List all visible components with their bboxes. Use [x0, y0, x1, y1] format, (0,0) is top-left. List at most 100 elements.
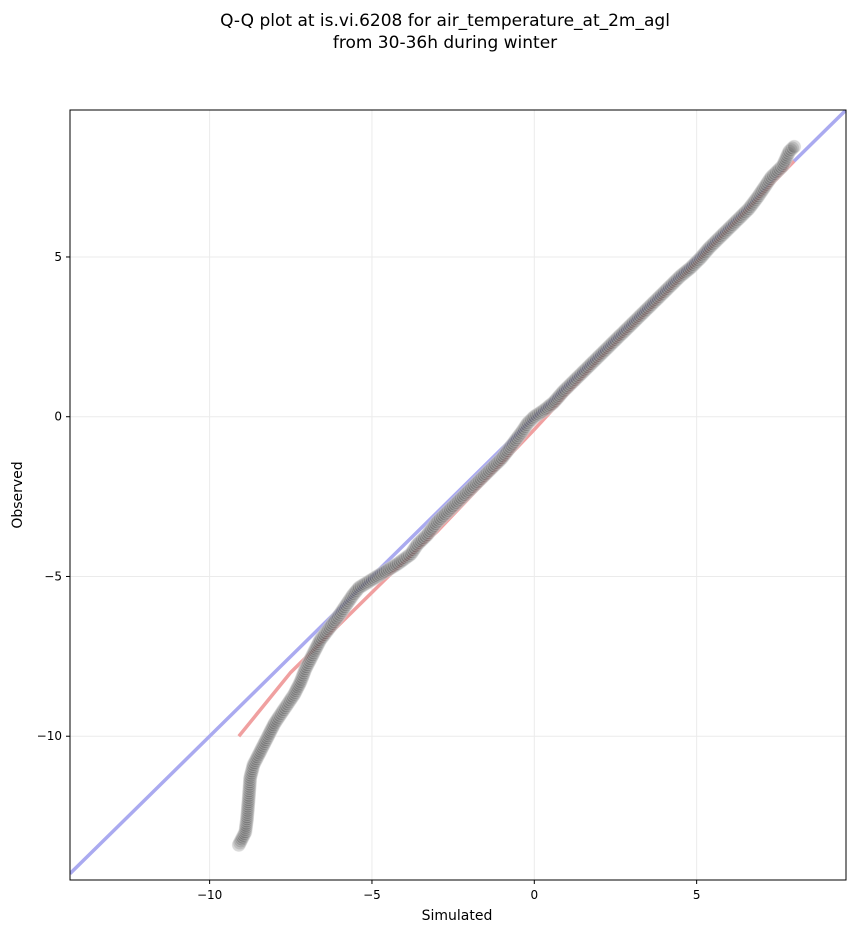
qq-point — [752, 187, 767, 202]
qq-point — [251, 748, 266, 763]
qq-point — [302, 654, 317, 669]
qq-point — [317, 627, 332, 642]
qq-point — [236, 828, 251, 843]
qq-point — [240, 803, 255, 818]
qq-point — [720, 222, 735, 237]
qq-point — [457, 488, 472, 502]
qq-point — [695, 248, 710, 263]
qq-point — [261, 729, 276, 744]
qq-point — [538, 402, 553, 416]
qq-point — [379, 563, 394, 578]
qq-point — [422, 524, 437, 539]
qq-point — [244, 766, 259, 781]
qq-point — [447, 497, 462, 512]
chart-subtitle: from 30-36h during winter — [333, 33, 557, 53]
qq-point — [240, 808, 255, 822]
qq-point — [301, 656, 316, 671]
reference-line — [70, 110, 846, 875]
qq-point — [537, 403, 551, 418]
qq-point — [372, 568, 387, 583]
qq-point — [506, 436, 520, 451]
qq-point — [341, 594, 356, 609]
qq-point — [598, 342, 613, 357]
qq-point — [757, 179, 772, 194]
qq-point — [381, 562, 396, 577]
qq-point — [751, 189, 766, 204]
qq-point — [281, 695, 296, 710]
qq-point — [242, 777, 257, 792]
qq-point — [503, 440, 518, 455]
qq-point — [427, 518, 442, 533]
qq-point — [274, 706, 288, 721]
qq-point — [309, 640, 324, 655]
qq-point — [650, 291, 665, 306]
qq-point — [451, 494, 465, 509]
y-tick-label: 5 — [54, 250, 62, 264]
qq-point — [552, 389, 567, 403]
qq-point — [271, 710, 286, 725]
qq-point — [642, 299, 657, 314]
qq-point — [558, 382, 573, 397]
qq-point — [763, 172, 777, 186]
y-tick-label: 0 — [54, 410, 62, 424]
qq-point — [694, 250, 709, 264]
qq-point — [722, 221, 737, 236]
qq-point — [294, 672, 309, 687]
qq-point — [563, 377, 577, 392]
qq-point — [241, 797, 256, 812]
qq-point — [741, 202, 756, 216]
y-tick-label: −10 — [37, 729, 62, 743]
qq-point — [344, 590, 359, 605]
qq-point — [241, 790, 256, 805]
qq-point — [238, 825, 253, 840]
qq-point — [434, 510, 449, 525]
qq-point — [268, 714, 283, 729]
qq-point — [765, 168, 780, 183]
qq-point — [300, 658, 315, 673]
y-axis: −10 −5 0 5 — [37, 250, 70, 743]
qq-point — [255, 740, 270, 755]
qq-point — [314, 631, 329, 646]
qq-point — [779, 150, 794, 165]
qq-point — [486, 459, 501, 474]
qq-point — [263, 723, 278, 738]
qq-point — [605, 336, 620, 351]
qq-point — [336, 602, 351, 617]
qq-point — [279, 699, 294, 714]
qq-point — [504, 438, 519, 453]
qq-point — [756, 181, 771, 196]
qq-point — [248, 754, 263, 769]
qq-point — [774, 160, 789, 175]
qq-point — [621, 320, 636, 335]
qq-point — [374, 567, 389, 581]
qq-point — [425, 520, 440, 535]
qq-point — [350, 582, 365, 597]
qq-point — [412, 535, 426, 550]
qq-point — [232, 836, 247, 850]
qq-point — [307, 644, 322, 659]
qq-point — [745, 196, 760, 211]
qq-point — [613, 328, 628, 343]
qq-point — [243, 773, 257, 787]
qq-point — [253, 744, 268, 759]
qq-point — [441, 504, 456, 518]
qq-point — [549, 392, 564, 407]
qq-point — [639, 302, 654, 317]
qq-point — [342, 592, 357, 607]
qq-point — [775, 158, 790, 173]
qq-point — [468, 476, 483, 491]
qq-point — [436, 508, 451, 523]
qq-point — [239, 814, 254, 829]
qq-point — [718, 224, 733, 239]
qq-point — [660, 281, 675, 296]
qq-point — [725, 218, 740, 232]
qq-point — [686, 258, 701, 272]
qq-point — [755, 183, 770, 198]
points-layer — [231, 139, 802, 852]
qq-point — [655, 286, 670, 301]
qq-point — [357, 577, 372, 592]
qq-point — [325, 616, 340, 631]
qq-point — [405, 545, 420, 560]
qq-point — [496, 449, 511, 464]
qq-point — [335, 604, 350, 618]
